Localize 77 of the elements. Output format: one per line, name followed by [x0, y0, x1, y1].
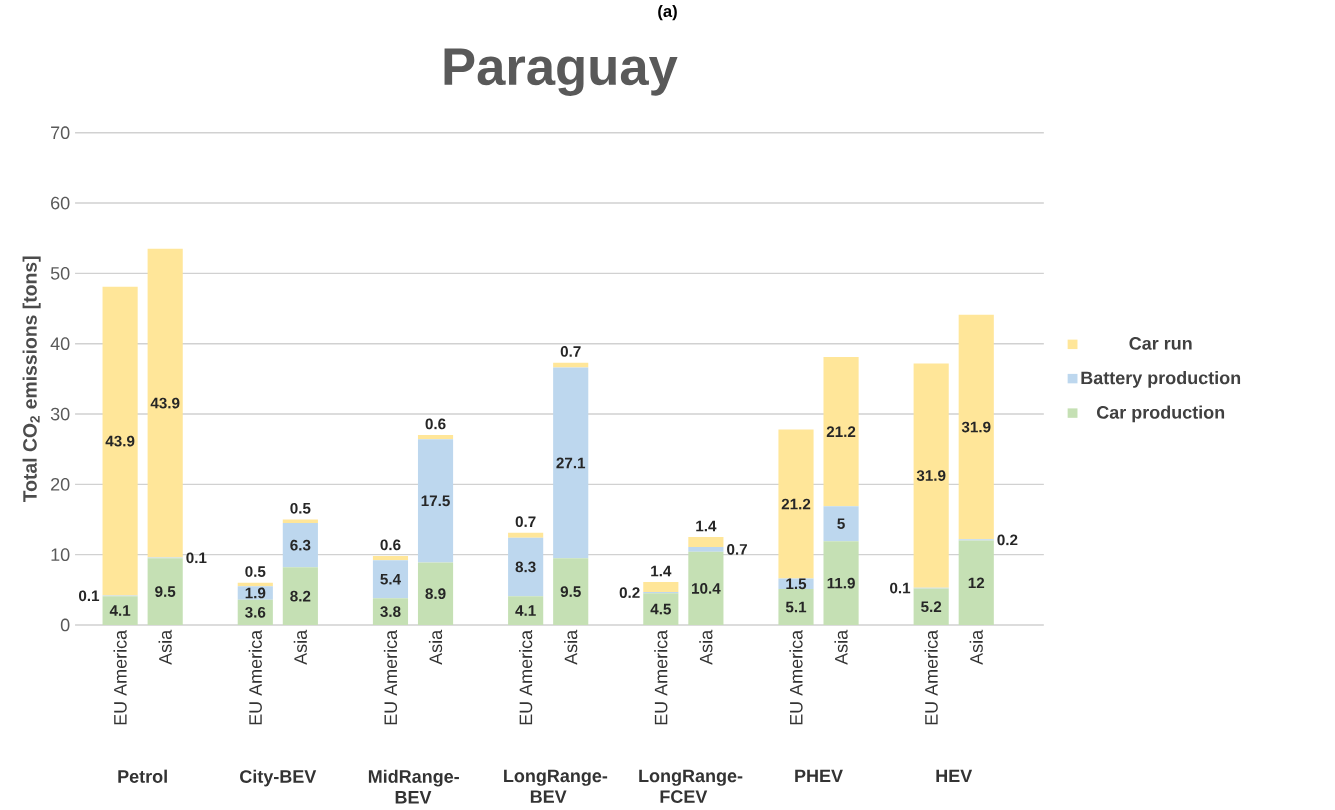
text: LongRange-BEV	[504, 769, 608, 803]
y-tick-label: 30	[50, 407, 70, 421]
data-label: 0.2	[997, 534, 1018, 546]
y-tick-label: 0	[60, 618, 70, 632]
data-label: 21.2	[826, 426, 856, 437]
text: LongRange-FCEV	[639, 769, 743, 803]
data-label: 43.9	[150, 397, 180, 409]
data-label: 4.5	[650, 603, 671, 615]
data-label: 1.9	[245, 587, 266, 599]
text: MidRange-BEV	[368, 769, 459, 804]
text: HEV	[936, 769, 973, 783]
data-label: 9.5	[155, 586, 176, 597]
x-tick-label: EU America	[519, 629, 533, 725]
data-label: 0.1	[78, 590, 100, 602]
text: City-BEV	[240, 769, 317, 787]
data-label: 0.1	[186, 552, 207, 564]
x-tick-label: Asia	[158, 629, 172, 665]
data-label: 31.9	[961, 421, 991, 433]
data-label: 1.4	[651, 565, 672, 577]
x-tick-label: Asia	[834, 629, 848, 665]
text: PHEV	[795, 769, 843, 783]
x-tick-label: EU America	[383, 629, 398, 725]
data-label: 1.4	[696, 520, 717, 532]
y-tick-label: 60	[51, 196, 70, 210]
data-label: 27.1	[556, 457, 586, 469]
data-label: 6.3	[290, 539, 311, 551]
data-label: 5.1	[785, 601, 807, 613]
data-label: 0.5	[290, 502, 311, 514]
x-tick-label: Asia	[564, 629, 578, 665]
chart-subtitle: (a)	[658, 4, 677, 21]
data-label: 0.6	[380, 539, 401, 551]
x-tick-label: EU America	[789, 629, 803, 725]
x-tick-label: Asia	[969, 629, 983, 665]
x-tick-label: EU America	[113, 629, 127, 725]
legend-label: Car production	[1096, 405, 1225, 423]
legend-label: Battery production	[1081, 371, 1241, 388]
data-label: 0.7	[727, 543, 747, 555]
x-tick-label: EU America	[924, 629, 938, 725]
y-tick-label: 50	[50, 266, 70, 280]
data-label: 5.2	[921, 601, 942, 613]
data-label: 3.6	[245, 606, 266, 618]
data-label: 4.1	[109, 605, 131, 616]
data-label: 43.9	[105, 435, 135, 447]
text: Car run	[1129, 337, 1192, 350]
data-label: 0.5	[245, 566, 266, 577]
data-label: 17.5	[421, 495, 450, 507]
data-label: 0.6	[425, 418, 446, 430]
x-tick-label: Asia	[428, 629, 443, 665]
data-label: 0.7	[515, 516, 536, 528]
chart-title: Paraguay	[444, 48, 678, 96]
y-tick-label: 20	[51, 477, 70, 491]
text: Petrol	[118, 769, 167, 783]
data-label: 8.9	[425, 588, 446, 600]
y-tick-label: 70	[51, 126, 70, 140]
x-tick-label: EU America	[654, 629, 668, 725]
y-axis-title: Total CO$_{2}$ emissions [tons]	[22, 256, 41, 503]
data-label: 8.3	[515, 561, 536, 573]
x-tick-label: Asia	[699, 629, 713, 665]
data-label: 5	[837, 518, 845, 529]
data-label: 31.9	[916, 470, 946, 481]
data-label: 21.2	[781, 498, 811, 510]
y-tick-label: 40	[50, 337, 70, 351]
y-tick-label: 10	[51, 548, 70, 561]
data-label: 0.7	[560, 346, 581, 357]
data-label: 8.2	[290, 590, 311, 602]
data-label: 9.5	[560, 586, 581, 597]
data-label: 12	[968, 577, 985, 589]
data-label: 5.4	[380, 573, 401, 585]
x-tick-label: EU America	[248, 629, 262, 725]
data-label: 4.1	[515, 605, 536, 616]
data-label: 10.4	[692, 583, 721, 594]
data-label: 1.5	[786, 578, 807, 590]
data-label: 0.1	[890, 582, 911, 594]
data-label: 11.9	[827, 577, 855, 589]
data-label: 3.8	[380, 606, 401, 617]
x-tick-label: Asia	[293, 629, 307, 665]
data-label: 0.2	[619, 587, 640, 598]
